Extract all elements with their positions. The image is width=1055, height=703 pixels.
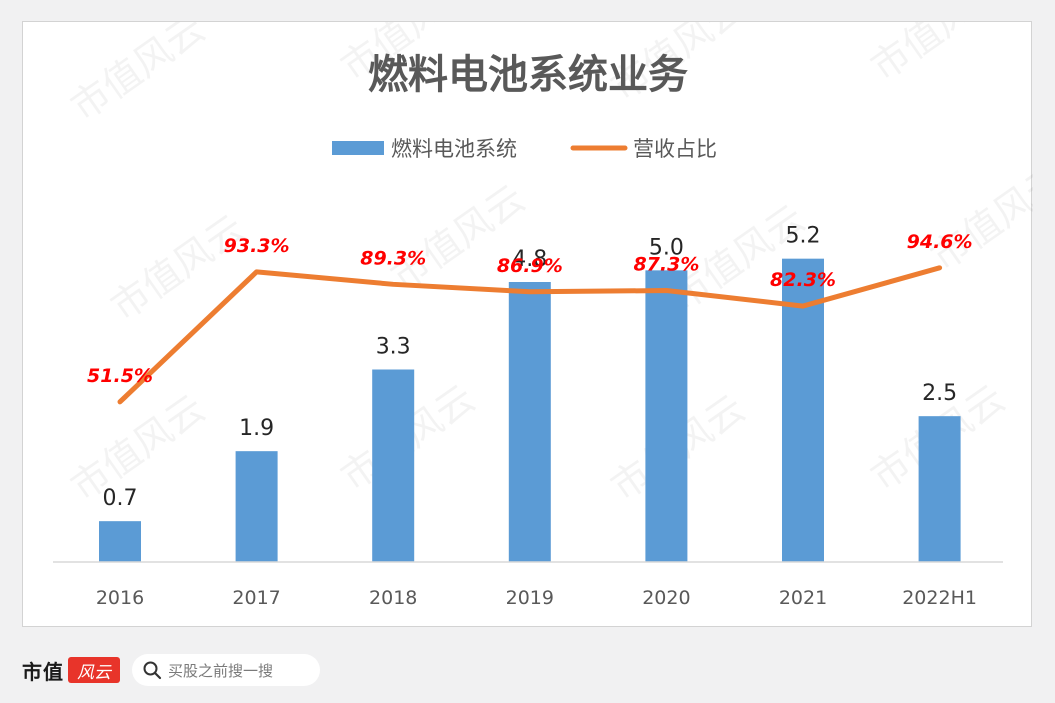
pct-label-2017: 93.3% [224,235,290,257]
legend: 燃料电池系统 营收占比 [332,137,717,161]
bar-label-2017: 1.9 [239,416,274,441]
pct-label-2022H1: 94.6% [907,231,973,253]
bar-label-2022H1: 2.5 [922,381,957,406]
search-icon [143,661,162,680]
chart: 市值风云市值风云市值风云市值风云市值风云市值风云市值风云市值风云市值风云市值风云… [53,22,1033,609]
bar-2021 [782,258,824,562]
pct-label-2019: 86.9% [497,255,563,277]
pct-label-2021: 82.3% [770,269,836,291]
x-tick-2020: 2020 [642,587,690,609]
bars [99,258,961,562]
search-box[interactable]: 买股之前搜一搜 [132,654,320,686]
bar-2016 [99,521,141,562]
bar-labels: 0.7 1.9 3.3 4.8 5.0 5.2 2.5 [103,224,958,511]
legend-swatch-bar [332,141,384,155]
x-tick-2022H1: 2022H1 [902,587,977,609]
pct-labels: 51.5% 93.3% 89.3% 86.9% 87.3% 82.3% 94.6% [87,231,973,387]
legend-label-line: 营收占比 [633,137,717,161]
bar-label-2018: 3.3 [376,335,411,360]
x-tick-2018: 2018 [369,587,417,609]
bar-2020 [645,270,688,562]
bar-label-2021: 5.2 [786,224,821,249]
bar-2018 [372,369,415,562]
chart-panel: 市值风云市值风云市值风云市值风云市值风云市值风云市值风云市值风云市值风云市值风云… [22,21,1033,627]
pct-label-2018: 89.3% [360,247,426,269]
pct-label-2016: 51.5% [87,365,153,387]
bar-label-2019: 4.8 [512,247,547,272]
bar-2022H1 [918,416,961,562]
brand-logo-seal: 风云 [68,657,120,683]
chart-title: 燃料电池系统业务 [368,52,688,98]
x-tick-2021: 2021 [779,587,827,609]
x-tick-2019: 2019 [506,587,554,609]
x-ticks: 2016 2017 2018 2019 2020 2021 2022H1 [96,587,977,609]
bar-2019 [508,282,551,562]
x-tick-2016: 2016 [96,587,144,609]
bar-label-2020: 5.0 [649,235,684,260]
x-tick-2017: 2017 [232,587,280,609]
bar-2017 [235,451,278,562]
legend-label-bar: 燃料电池系统 [391,137,517,161]
brand-logo-text: 市值 [22,659,64,684]
line-revenue-share [117,265,943,405]
search-text: 买股之前搜一搜 [168,661,274,680]
line-series [117,265,943,405]
footer: 市值 风云 买股之前搜一搜 [22,650,320,690]
bar-label-2016: 0.7 [103,486,138,511]
pct-label-2020: 87.3% [633,254,699,276]
